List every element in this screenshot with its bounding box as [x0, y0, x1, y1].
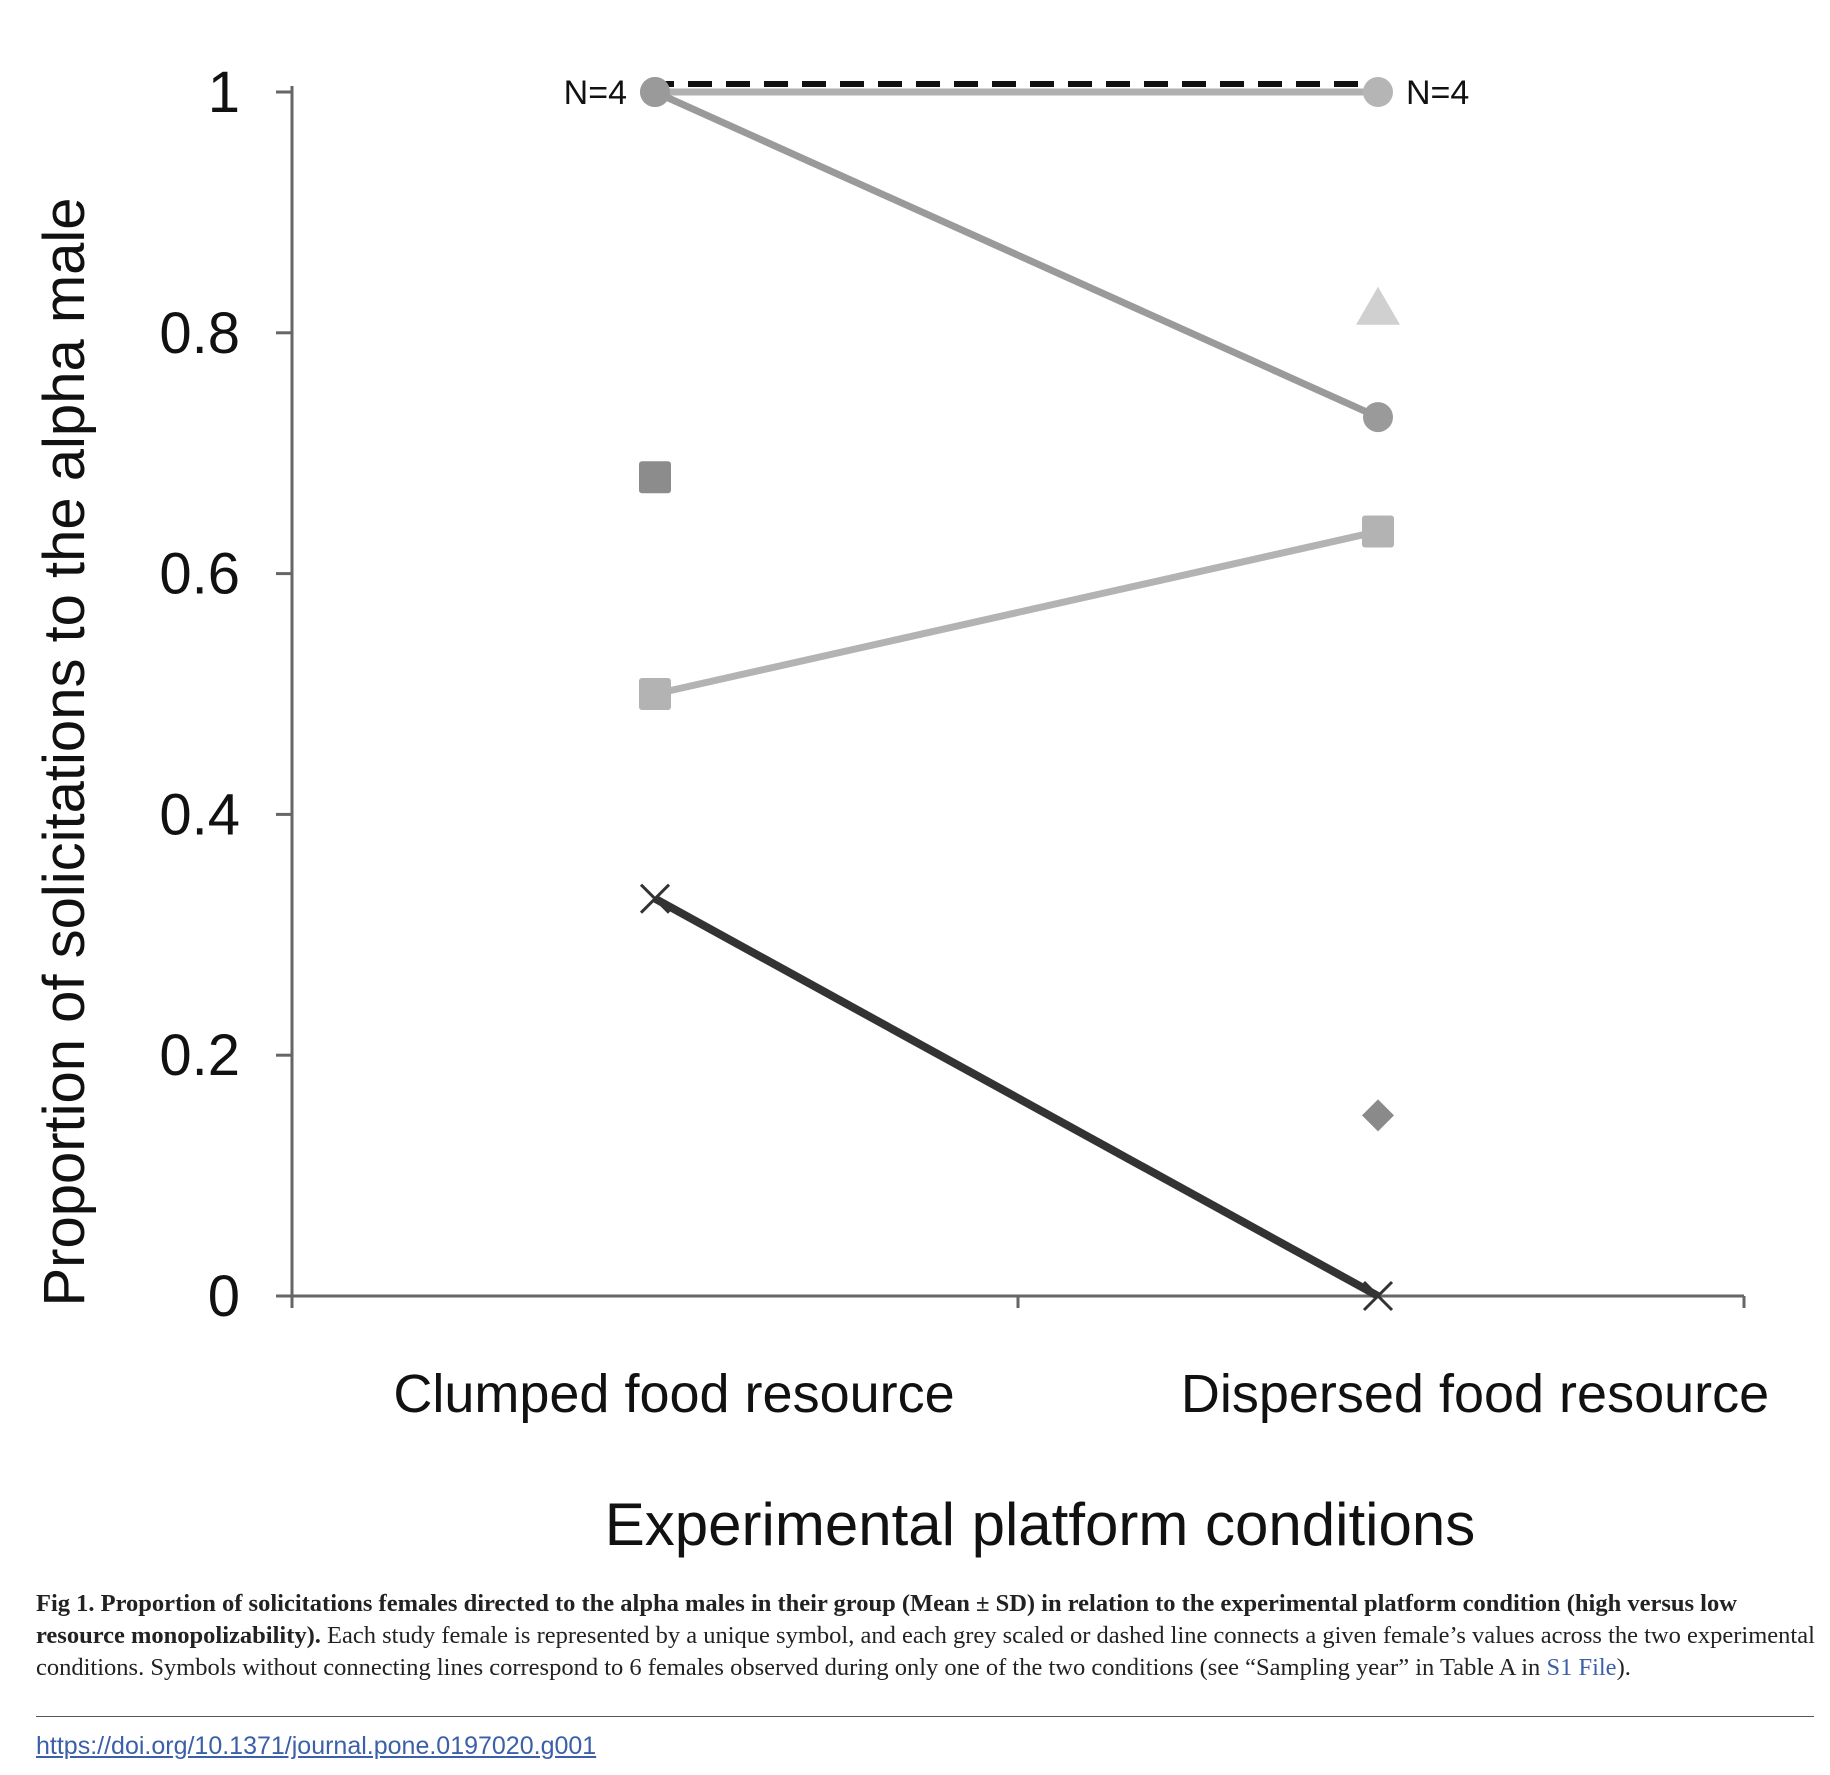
- series-line: [653, 895, 1380, 1300]
- square-marker: [639, 678, 671, 710]
- series-line: [654, 528, 1379, 698]
- y-tick-label: 0.6: [159, 542, 240, 607]
- figure-caption: Fig 1. Proportion of solicitations femal…: [36, 1588, 1826, 1684]
- y-tick-label: 0.4: [159, 782, 240, 847]
- caption-text: Each study female is represented by a un…: [36, 1622, 1815, 1681]
- circle-marker: [1363, 402, 1393, 433]
- caption-s1-file-link[interactable]: S1 File: [1546, 1654, 1617, 1681]
- n-annotation: N=4: [1406, 74, 1469, 112]
- data-markers: [639, 77, 1400, 1312]
- caption-title: Fig 1. Proportion of solicitations femal…: [36, 1590, 1737, 1649]
- series-lines: [650, 81, 1380, 1300]
- square-marker: [639, 461, 671, 494]
- x-category-label-dispersed: Dispersed food resource: [1181, 1364, 1769, 1424]
- cross-marker: [1362, 1280, 1394, 1312]
- diamond-marker: [1362, 1099, 1394, 1132]
- x-axis-title: Experimental platform conditions: [605, 1491, 1475, 1558]
- n-annotation: N=4: [564, 74, 627, 112]
- x-category-label-clumped: Clumped food resource: [393, 1364, 954, 1424]
- y-axis-title: Proportion of solicitations to the alpha…: [32, 197, 97, 1306]
- y-tick-labels: 0 0.2 0.4 0.6 0.8 1: [159, 60, 240, 1329]
- y-tick-label: 0: [208, 1264, 240, 1329]
- caption-divider: [36, 1716, 1814, 1717]
- cross-marker: [639, 883, 671, 914]
- series-line: [653, 88, 1380, 421]
- y-tick-label: 0.2: [159, 1023, 240, 1088]
- annotations: N=4 N=4: [564, 74, 1470, 112]
- square-marker: [1362, 515, 1394, 548]
- triangle-marker: [1356, 286, 1400, 325]
- doi-link[interactable]: https://doi.org/10.1371/journal.pone.019…: [36, 1732, 597, 1760]
- chart-area: 0 0.2 0.4 0.6 0.8 1 Clumped food resource Dis…: [32, 60, 1769, 1558]
- circle-marker: [640, 77, 670, 107]
- y-tick-label: 0.8: [159, 301, 240, 366]
- axes: [276, 86, 1746, 1308]
- caption-end: ).: [1616, 1654, 1631, 1681]
- y-tick-label: 1: [208, 60, 240, 125]
- circle-marker: [1363, 77, 1393, 107]
